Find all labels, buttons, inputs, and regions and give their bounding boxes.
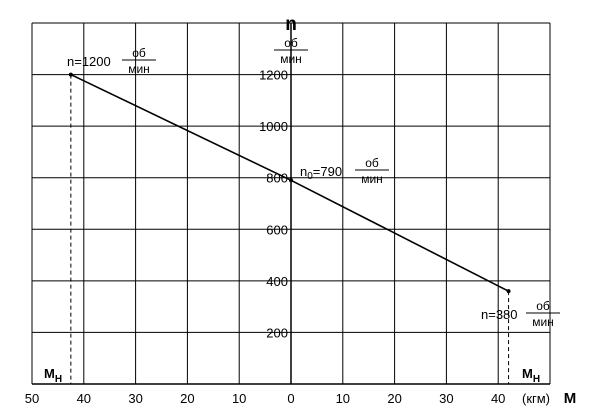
y-unit-numerator: об (284, 36, 298, 50)
x-axis-label: М (564, 390, 577, 407)
x-unit-label: (кгм) (522, 391, 550, 406)
axes: 50 40 30 20 10 0 10 20 30 40 200 400 600 800 1000 1200 (25, 23, 550, 406)
speed-torque-line (70, 73, 509, 292)
x-tick-label: 0 (287, 391, 294, 406)
x-tick-label: 20 (387, 391, 401, 406)
y-tick-label: 1200 (259, 68, 288, 83)
annotation-mid-value: n0=790 (300, 164, 342, 182)
y-unit-denominator: мин (280, 52, 302, 66)
y-tick-label: 400 (266, 274, 288, 289)
y-axis-label: n (285, 14, 297, 35)
x-tick-label: 10 (232, 391, 246, 406)
series-layer (68, 72, 511, 384)
y-tick-label: 1000 (259, 119, 288, 134)
annotation-mid-unit-numerator: об (365, 156, 379, 170)
annotation-left-unit-denominator: мин (128, 62, 150, 76)
x-tick-label: 50 (25, 391, 39, 406)
annotation-right-unit-numerator: об (536, 299, 550, 313)
x-tick-label: 10 (336, 391, 350, 406)
data-point (289, 178, 293, 183)
rated-torque-label-right: МН (522, 366, 540, 385)
y-tick-label: 200 (266, 325, 288, 340)
x-tick-label: 40 (77, 391, 91, 406)
annotation-right-unit-denominator: мин (532, 315, 554, 329)
x-tick-label: 30 (128, 391, 142, 406)
annotation-left-value: n=1200 (67, 54, 111, 69)
x-tick-label: 20 (180, 391, 194, 406)
y-tick-label: 800 (266, 171, 288, 186)
y-tick-label: 600 (266, 222, 288, 237)
x-tick-label: 30 (439, 391, 453, 406)
x-tick-label: 40 (491, 391, 505, 406)
annotation-left-unit-numerator: об (132, 46, 146, 60)
annotation-right-value: n=380 (481, 307, 518, 322)
annotation-mid-unit-denominator: мин (361, 172, 383, 186)
rated-torque-label-left: МН (44, 366, 62, 385)
